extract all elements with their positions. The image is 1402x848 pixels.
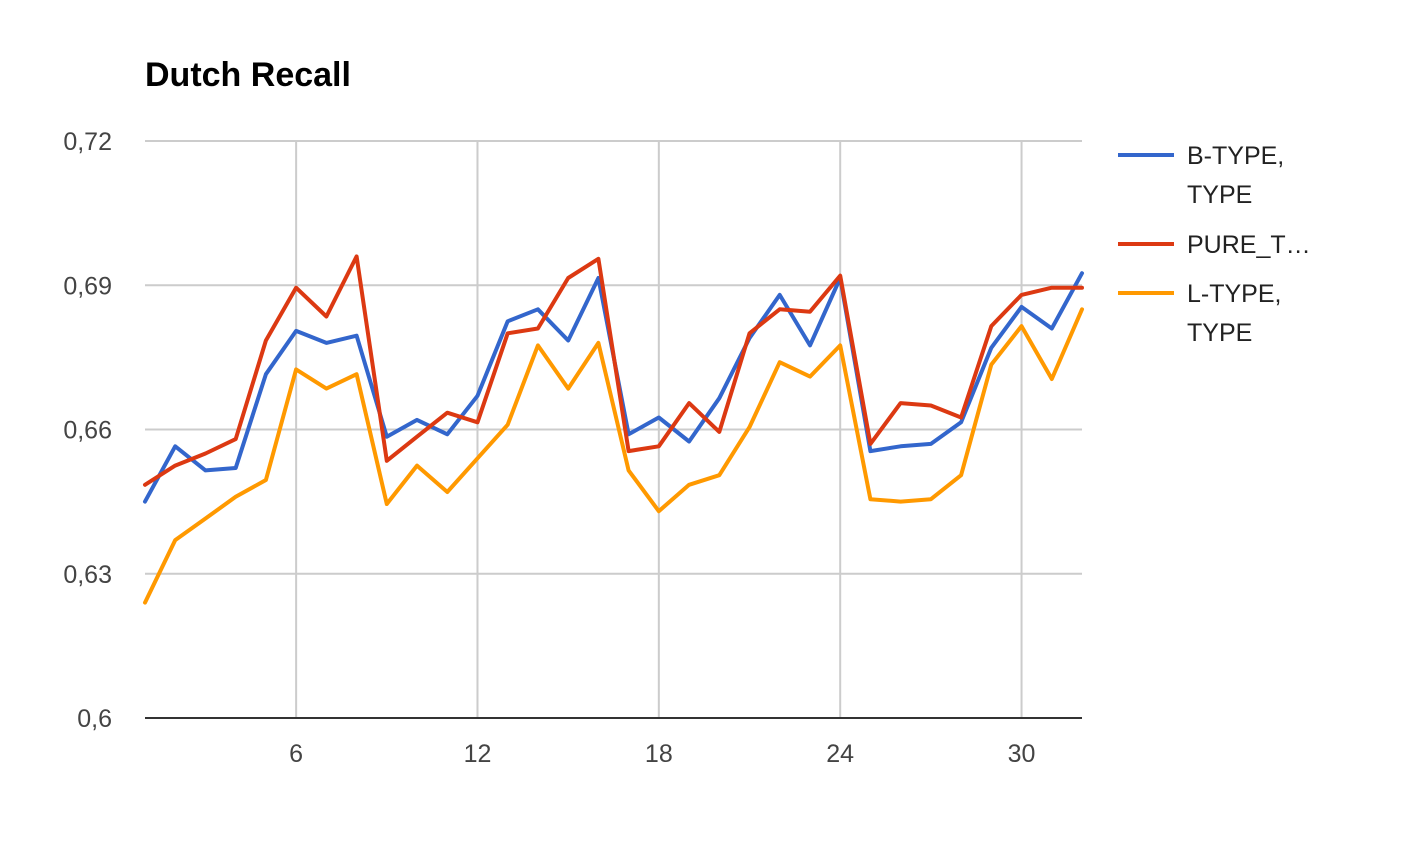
- grid: [145, 140, 1082, 719]
- x-tick-label: 6: [289, 740, 303, 768]
- legend-label: L-TYPE,: [1187, 280, 1281, 308]
- series-line: [143, 307, 1084, 605]
- y-tick-label: 0,63: [63, 561, 112, 589]
- chart-title: Dutch Recall: [145, 56, 351, 94]
- y-tick-label: 0,6: [77, 705, 112, 733]
- legend-item: PURE_T…: [1118, 231, 1311, 259]
- y-axis-ticks: 0,6 0,63 0,66 0,69 0,72: [63, 128, 112, 733]
- legend-label: B-TYPE,: [1187, 142, 1284, 170]
- y-tick-label: 0,72: [63, 128, 112, 156]
- y-tick-label: 0,66: [63, 417, 112, 445]
- legend-item: L-TYPE, TYPE: [1118, 280, 1281, 347]
- legend-label: PURE_T…: [1187, 231, 1311, 259]
- legend-item: B-TYPE, TYPE: [1118, 142, 1284, 209]
- x-axis-ticks: 6 12 18 24 30: [289, 740, 1035, 768]
- x-tick-label: 18: [645, 740, 673, 768]
- legend-label: TYPE: [1187, 181, 1252, 209]
- legend: B-TYPE, TYPE PURE_T… L-TYPE, TYPE: [1118, 142, 1311, 347]
- x-tick-label: 24: [826, 740, 854, 768]
- series-lines: [143, 254, 1084, 605]
- series-line: [143, 254, 1084, 487]
- x-tick-label: 12: [464, 740, 492, 768]
- legend-label: TYPE: [1187, 319, 1252, 347]
- y-tick-label: 0,69: [63, 272, 112, 300]
- x-tick-label: 30: [1008, 740, 1036, 768]
